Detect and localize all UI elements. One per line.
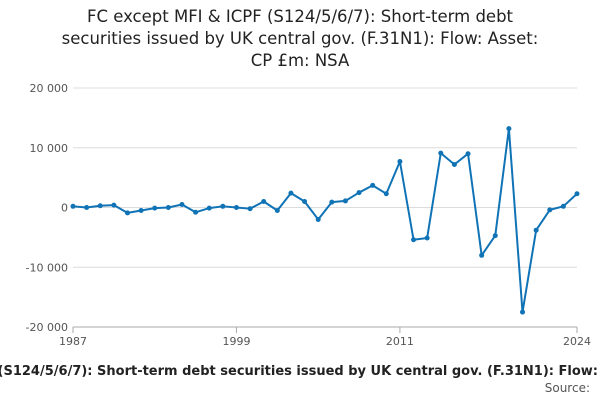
data-point[interactable]: [492, 233, 498, 239]
data-point[interactable]: [520, 309, 526, 315]
y-tick-label: -10 000: [26, 261, 68, 274]
y-tick-label: -20 000: [26, 321, 68, 334]
data-point[interactable]: [288, 190, 294, 196]
chart-title: FC except MFI & ICPF (S124/5/6/7): Short…: [0, 6, 600, 72]
data-point[interactable]: [424, 235, 430, 241]
y-tick-label: 0: [61, 202, 68, 215]
data-point[interactable]: [342, 198, 348, 204]
series-line: [72, 127, 578, 314]
data-point[interactable]: [233, 205, 239, 210]
y-tick-label: 10 000: [30, 142, 69, 155]
legend-series-label: FC except MFI & ICPF (S124/5/6/7): Short…: [0, 364, 598, 379]
chart-title-line-1: FC except MFI & ICPF (S124/5/6/7): Short…: [86, 7, 514, 26]
data-point[interactable]: [111, 202, 117, 208]
chart-title-line-3: CP £m: NSA: [250, 51, 350, 70]
data-point[interactable]: [124, 210, 130, 216]
data-point[interactable]: [451, 161, 457, 167]
data-point[interactable]: [438, 150, 444, 156]
data-point[interactable]: [560, 203, 566, 209]
data-point[interactable]: [383, 191, 389, 197]
data-point[interactable]: [356, 190, 362, 196]
data-point[interactable]: [193, 209, 199, 215]
data-point[interactable]: [138, 207, 144, 213]
data-point[interactable]: [220, 203, 226, 209]
data-point[interactable]: [70, 203, 76, 209]
data-point[interactable]: [329, 199, 335, 205]
data-point[interactable]: [165, 205, 171, 210]
x-tick-label: 1987: [59, 335, 87, 348]
chart-title-line-2: securities issued by UK central gov. (F.…: [61, 29, 539, 48]
data-point[interactable]: [261, 199, 267, 205]
y-tick-label: 20 000: [30, 82, 69, 95]
data-point[interactable]: [574, 191, 580, 197]
gridlines: [73, 87, 577, 328]
data-point[interactable]: [411, 237, 417, 243]
data-point[interactable]: [506, 126, 512, 132]
data-point[interactable]: [152, 205, 158, 211]
data-point[interactable]: [84, 205, 90, 210]
data-point[interactable]: [247, 206, 253, 212]
x-tick-label: 2024: [563, 335, 591, 348]
source-label: Source:: [544, 381, 590, 395]
data-point[interactable]: [274, 207, 280, 213]
series-layer: [70, 126, 580, 315]
data-point[interactable]: [397, 158, 403, 164]
legend: FC except MFI & ICPF (S124/5/6/7): Short…: [0, 364, 600, 382]
data-point[interactable]: [315, 216, 321, 222]
data-point[interactable]: [533, 227, 539, 233]
data-point[interactable]: [302, 199, 308, 205]
x-tick-label: 2011: [386, 335, 414, 348]
data-point[interactable]: [97, 203, 103, 209]
data-point[interactable]: [179, 202, 185, 208]
x-tick-label: 1999: [222, 335, 250, 348]
data-point[interactable]: [479, 252, 485, 258]
data-point[interactable]: [465, 151, 471, 157]
data-point[interactable]: [206, 205, 212, 211]
data-point[interactable]: [370, 182, 376, 188]
data-point[interactable]: [547, 207, 553, 213]
